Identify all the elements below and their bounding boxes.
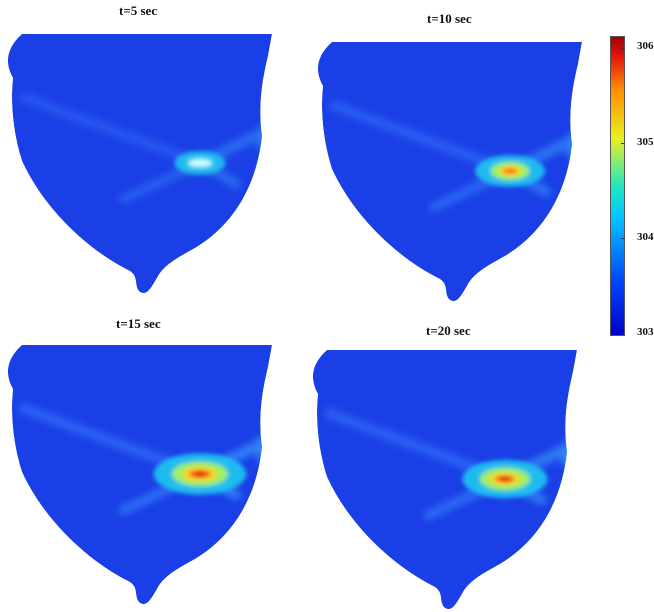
colorbar: [610, 36, 625, 336]
panel-title-20s: t=20 sec: [426, 323, 471, 338]
heatmap-panel-20s: [313, 350, 577, 609]
hot-spot: [475, 155, 545, 187]
colorbar-tick-label: 306: [637, 40, 654, 52]
domain-shape: [313, 350, 577, 609]
hot-spot: [153, 453, 247, 495]
domain-shape: [7, 34, 272, 294]
colorbar-tickmark: [621, 143, 625, 144]
colorbar-tick-label: 305: [637, 136, 654, 148]
colorbar-tickmark: [621, 238, 625, 239]
panel-title-15s: t=15 sec: [116, 316, 161, 331]
domain-shape: [7, 345, 272, 605]
colorbar-tick-label: 304: [637, 231, 654, 243]
panel-title-5s: t=5 sec: [119, 3, 158, 18]
hot-spot: [174, 151, 226, 175]
heatmap-panel-10s: [318, 42, 582, 301]
heatmap-panel-5s: [7, 34, 272, 294]
domain-shape: [318, 42, 582, 301]
panel-title-10s: t=10 sec: [427, 11, 472, 26]
heatmap-panel-15s: [7, 345, 272, 605]
colorbar-tickmark: [621, 48, 625, 49]
colorbar-tick-label: 303: [637, 326, 654, 338]
hot-spot: [462, 460, 548, 498]
colorbar-tickmark: [621, 333, 625, 334]
